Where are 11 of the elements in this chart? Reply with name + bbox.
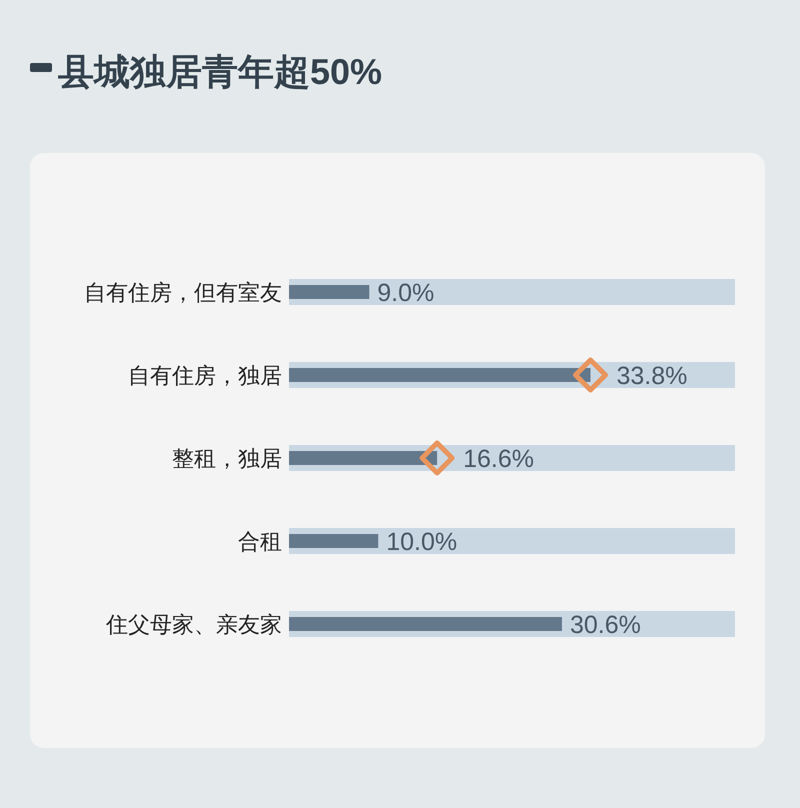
value-label: 9.0%	[377, 279, 434, 307]
category-label: 自有住房，但有室友	[84, 280, 282, 305]
value-label: 33.8%	[616, 362, 688, 390]
value-label: 16.6%	[463, 445, 534, 473]
value-label: 10.0%	[386, 528, 458, 556]
category-label: 整租，独居	[172, 446, 282, 471]
category-label: 住父母家、亲友家	[106, 612, 282, 637]
category-label: 合租	[238, 529, 282, 554]
category-label: 自有住房，独居	[128, 363, 282, 388]
title: 县城独居青年超50%	[58, 51, 382, 92]
value-label: 30.6%	[570, 611, 641, 639]
